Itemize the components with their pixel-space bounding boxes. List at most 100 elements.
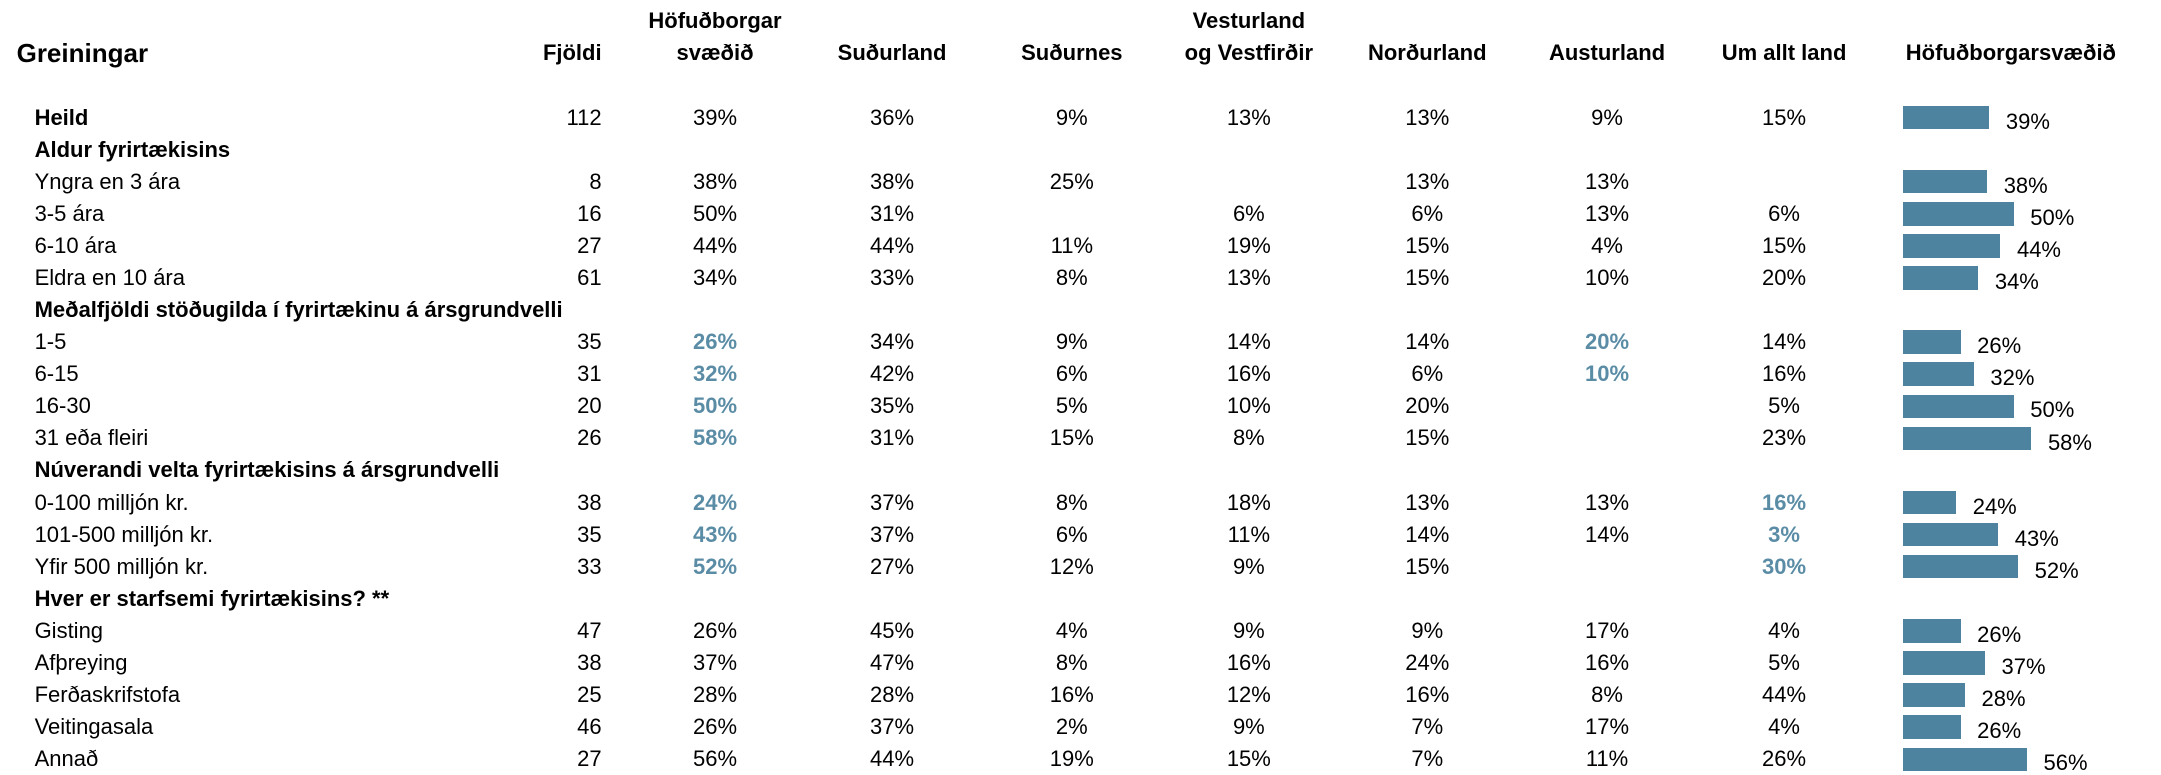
cell: 15% — [1226, 746, 1271, 772]
cell: 15% — [1049, 425, 1094, 451]
section-label: Aldur fyrirtækisins — [34, 136, 231, 162]
row-label: Annað — [34, 746, 99, 772]
cell: 31 — [577, 361, 602, 387]
bar-label: 26% — [1977, 718, 2022, 744]
column-header: Suðurland — [837, 39, 947, 65]
cell: 46 — [577, 714, 602, 740]
row-label: 101-500 milljón kr. — [34, 521, 214, 547]
cell: 32% — [692, 361, 738, 387]
cell: 18% — [1226, 489, 1271, 515]
cell: 6% — [1055, 361, 1088, 387]
row-label: 6-10 ára — [34, 232, 117, 258]
bar — [1903, 266, 1979, 290]
row-label: Ferðaskrifstofa — [34, 682, 181, 708]
column-header: og Vestfirðir — [1184, 39, 1314, 65]
column-header: svæðið — [676, 39, 754, 65]
row-label: Afþreying — [34, 650, 128, 675]
cell: 9% — [1232, 553, 1265, 579]
title: Greiningar — [16, 37, 149, 68]
row-label: Yngra en 3 ára — [34, 168, 181, 194]
cell: 9% — [1055, 329, 1088, 355]
bar-label: 52% — [2034, 557, 2079, 583]
row-label: Veitingasala — [34, 714, 154, 740]
bar-label: 44% — [2016, 237, 2061, 263]
cell: 17% — [1585, 617, 1630, 643]
cell: 34% — [870, 329, 915, 355]
bar-label: 28% — [1981, 686, 2026, 712]
cell: 50% — [692, 200, 738, 226]
row-label: 16-30 — [34, 393, 91, 419]
cell: 8% — [1232, 425, 1265, 451]
cell: 6% — [1055, 521, 1088, 547]
cell: 42% — [870, 361, 915, 387]
row-label: Eldra en 10 ára — [34, 264, 185, 290]
cell: 16% — [1405, 682, 1450, 708]
cell: 44% — [870, 232, 915, 258]
cell: 10% — [1226, 393, 1271, 419]
bar-label: 24% — [1972, 493, 2017, 519]
cell: 20% — [1762, 264, 1807, 290]
cell: 9% — [1411, 617, 1444, 643]
cell: 28% — [692, 682, 738, 708]
bar-label: 37% — [2001, 654, 2046, 680]
cell: 9% — [1232, 617, 1265, 643]
bar — [1903, 394, 2014, 419]
bar — [1903, 554, 2019, 579]
cell: 10% — [1585, 264, 1630, 290]
cell: 4% — [1591, 232, 1623, 258]
bar — [1903, 715, 1961, 739]
row-label: 6-15 — [34, 361, 79, 387]
cell: 13% — [1585, 489, 1630, 515]
row-label: 0-100 milljón kr. — [34, 489, 189, 515]
cell: 27% — [870, 553, 915, 579]
cell: 13% — [1226, 104, 1271, 130]
cell: 14% — [1405, 521, 1450, 547]
bar-label: 26% — [1977, 622, 2022, 648]
bar-label: 32% — [1990, 365, 2035, 391]
cell: 11% — [1585, 746, 1629, 772]
bar-label: 38% — [2003, 172, 2048, 198]
cell: 26% — [1762, 746, 1807, 772]
bar-label: 50% — [2030, 397, 2075, 423]
column-header: Fjöldi — [542, 39, 602, 65]
cell: 112 — [566, 104, 602, 130]
cell: 4% — [1055, 617, 1088, 643]
cell: 44% — [1762, 682, 1807, 708]
cell: 44% — [870, 746, 915, 772]
cell: 15% — [1762, 104, 1807, 130]
cell: 8% — [1055, 264, 1088, 290]
cell: 25 — [577, 682, 602, 708]
cell: 14% — [1585, 521, 1630, 547]
cell: 26% — [692, 617, 738, 643]
cell: 30% — [1762, 553, 1807, 579]
cell: 8% — [1591, 682, 1623, 708]
cell: 11% — [1227, 521, 1271, 547]
cell: 39% — [692, 104, 738, 130]
cell: 15% — [1762, 232, 1807, 258]
cell: 37% — [870, 714, 915, 740]
cell: 38% — [692, 168, 738, 194]
cell: 5% — [1768, 650, 1800, 675]
row-label: 1-5 — [34, 329, 67, 355]
cell: 6% — [1411, 200, 1444, 226]
bar — [1903, 522, 1999, 547]
cell: 13% — [1405, 104, 1450, 130]
cell: 16% — [1762, 361, 1807, 387]
column-header: Vesturland — [1192, 7, 1306, 33]
cell: 25% — [1049, 168, 1094, 194]
cell: 14% — [1762, 329, 1807, 355]
cell: 5% — [1055, 393, 1088, 419]
bar-label: 39% — [2005, 108, 2050, 134]
cell: 16% — [1226, 650, 1271, 675]
cell: 26% — [692, 329, 738, 355]
column-header: Suðurnes — [1021, 39, 1123, 65]
bar — [1903, 683, 1965, 707]
cell: 16% — [1049, 682, 1094, 708]
cell: 38 — [577, 650, 602, 675]
bar-label: 58% — [2047, 429, 2092, 455]
cell: 37% — [870, 521, 915, 547]
cell: 36% — [870, 104, 915, 130]
cell: 61 — [577, 264, 602, 290]
cell: 13% — [1585, 168, 1630, 194]
bar — [1903, 169, 1988, 194]
